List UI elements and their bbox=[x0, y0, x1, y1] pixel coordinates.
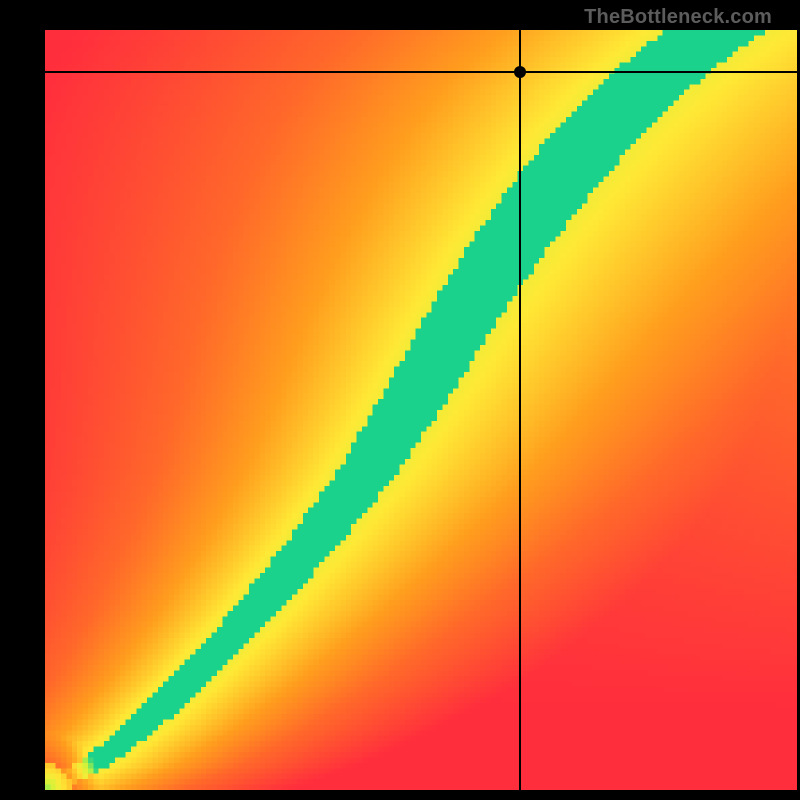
heatmap-canvas bbox=[45, 30, 797, 790]
crosshair-horizontal bbox=[45, 71, 797, 73]
crosshair-vertical bbox=[519, 30, 521, 790]
intersection-point bbox=[514, 66, 526, 78]
chart-container: TheBottleneck.com bbox=[0, 0, 800, 800]
watermark-text: TheBottleneck.com bbox=[584, 6, 772, 29]
